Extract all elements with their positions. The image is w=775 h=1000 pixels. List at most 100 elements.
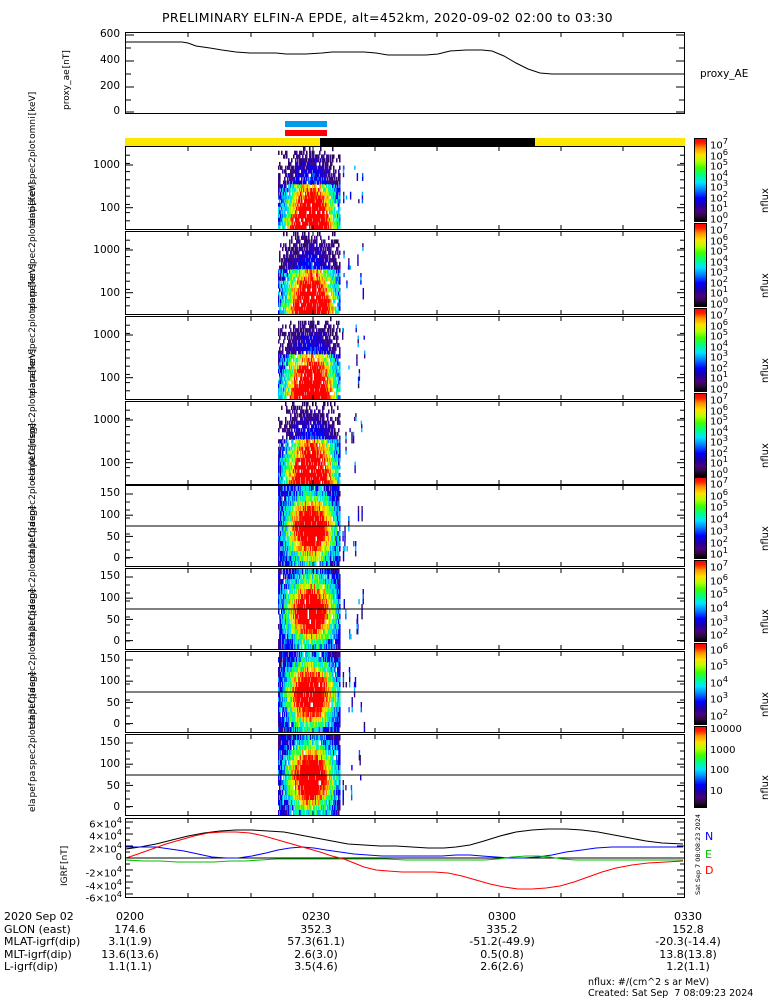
- colorbar-tick-label: 100: [710, 379, 729, 395]
- xaxis-value: 352.3: [300, 922, 332, 936]
- colorbar-tick-label: 107: [710, 558, 729, 574]
- panel-en-perp: [125, 316, 685, 400]
- colorbar-label: nflux: [760, 691, 771, 717]
- colorbar-tick-label: 101: [710, 284, 729, 300]
- colorbar-tick-label: 101: [710, 454, 729, 470]
- colorbar-label: nflux: [760, 188, 771, 214]
- ylabel-line: para: [28, 373, 38, 394]
- xaxis-value: 13.8(13.8): [659, 947, 717, 961]
- colorbar-tick-label: 105: [710, 412, 729, 428]
- colorbar-tick-label: 100: [710, 765, 730, 776]
- status-bar-red: [285, 130, 327, 136]
- xaxis-value: 0230: [302, 910, 330, 923]
- xaxis-row-label: GLON (east): [4, 922, 71, 936]
- ytick-label: 100: [99, 372, 120, 385]
- ytick-label: 0: [113, 552, 120, 565]
- ytick-label: 4×104: [89, 827, 122, 843]
- xaxis-row-label: L-igrf(dip): [4, 960, 58, 974]
- colorbar-tick-label: 104: [710, 673, 729, 690]
- panel-en-omni: [125, 146, 685, 230]
- ytick-label: 200: [99, 80, 120, 92]
- xaxis-value: 174.6: [114, 922, 146, 936]
- ytick-label: 100: [99, 757, 120, 770]
- pa-ch0lc-data: [126, 486, 684, 566]
- pa-ch2lc-data: [126, 652, 684, 732]
- colorbar-tick-label: 102: [710, 533, 729, 549]
- colorbar-tick-label: 102: [710, 188, 729, 204]
- ylabel-line: [deg]: [28, 589, 38, 614]
- colorbar-tick-label: 104: [710, 599, 729, 615]
- ytick-label: 100: [99, 457, 120, 470]
- colorbar-tick-label: 1000: [710, 744, 736, 756]
- colorbar-tick-label: 104: [710, 252, 729, 268]
- colorbar-tick-label: 106: [710, 486, 729, 503]
- colorbar-tick-label: 105: [710, 157, 729, 173]
- colorbar-label: nflux: [760, 358, 771, 384]
- ytick-label: 1000: [93, 243, 120, 256]
- ytick-label: 50: [106, 696, 120, 709]
- igrf-legend-d: D: [705, 864, 713, 877]
- colorbar-tick-label: 103: [710, 263, 729, 279]
- ylabel-line: spec2plot: [28, 725, 38, 770]
- colorbar-label: nflux: [760, 525, 771, 551]
- colorbar-tick-label: 103: [710, 521, 729, 538]
- xaxis-value: 3.5(4.6): [294, 960, 338, 974]
- panel-pa-ch0lc: [125, 485, 685, 567]
- panel-pa-ch2lc: [125, 651, 685, 733]
- colorbar-tick-label: 102: [710, 273, 729, 289]
- ytick-label: 100: [99, 591, 120, 604]
- colorbar-tick-label: 104: [710, 337, 729, 353]
- colorbar-en-omni: [694, 138, 707, 222]
- colorbar-tick-label: 100: [710, 209, 729, 225]
- colorbar-tick-label: 105: [710, 327, 729, 343]
- ytick-label: 150: [99, 736, 120, 749]
- colorbar-tick-label: 102: [710, 443, 729, 459]
- colorbar-tick-label: 106: [710, 316, 729, 332]
- xaxis-value: 0.5(0.8): [480, 947, 524, 961]
- colorbar-tick-label: 100: [710, 464, 729, 480]
- ytick-label: -6×104: [85, 889, 122, 905]
- colorbar-tick-label: 103: [710, 433, 729, 449]
- ytick-label: 100: [99, 674, 120, 687]
- ytick-label: 150: [99, 487, 120, 500]
- ytick-label: 100: [99, 508, 120, 521]
- xaxis-value: 0330: [674, 910, 702, 923]
- ytick-label: 6×104: [89, 815, 122, 831]
- colorbar-tick-label: 103: [710, 348, 729, 364]
- colorbar-pa-ch0lc: [694, 477, 707, 559]
- proxy-ae-trace: [126, 33, 684, 113]
- ylabel-line: pa: [28, 770, 38, 783]
- igrf-legend-e: E: [705, 848, 712, 861]
- vertical-timestamp: Sat Sep 7 08:08:23 2024: [694, 813, 702, 895]
- ytick-label: 0: [113, 801, 120, 814]
- colorbar-tick-label: 107: [710, 306, 729, 322]
- xaxis-value: 152.8: [672, 922, 704, 936]
- xaxis-value: 57.3(61.1): [287, 935, 345, 949]
- colorbar-tick-label: 103: [710, 690, 729, 706]
- colorbar-tick-label: 105: [710, 498, 729, 514]
- ylabel-line: omni: [28, 116, 38, 139]
- panel-proxy-ae: [125, 32, 685, 114]
- colorbar-tick-label: 105: [710, 585, 729, 601]
- ylabel-line: ch1LC: [28, 531, 38, 559]
- colorbar-tick-label: 104: [710, 510, 729, 526]
- ytick-label: 100: [99, 202, 120, 215]
- footer-nflux-units: nflux: #/(cm^2 s ar MeV): [588, 977, 710, 988]
- ytick-label: 0: [115, 852, 122, 863]
- xaxis-row-label: 2020 Sep 02: [4, 910, 74, 923]
- ytick-label: 0: [113, 635, 120, 648]
- panel-en-anti: [125, 231, 685, 315]
- pa-ch1lc-data: [126, 569, 684, 649]
- xaxis-value: 2.6(3.0): [294, 947, 338, 961]
- ytick-label: 0: [113, 105, 120, 117]
- colorbar-tick-label: 103: [710, 612, 729, 629]
- colorbar-label: nflux: [760, 774, 771, 800]
- ylabel-line: perp: [28, 288, 38, 309]
- en-para-data: [126, 402, 684, 484]
- colorbar-tick-label: 107: [710, 475, 729, 491]
- proxy-ae-right-label: proxy_AE: [700, 68, 749, 80]
- legend-label-e: E: [705, 848, 712, 861]
- ylabel-line: [keV]: [28, 91, 38, 116]
- xaxis-value: 13.6(13.6): [101, 947, 159, 961]
